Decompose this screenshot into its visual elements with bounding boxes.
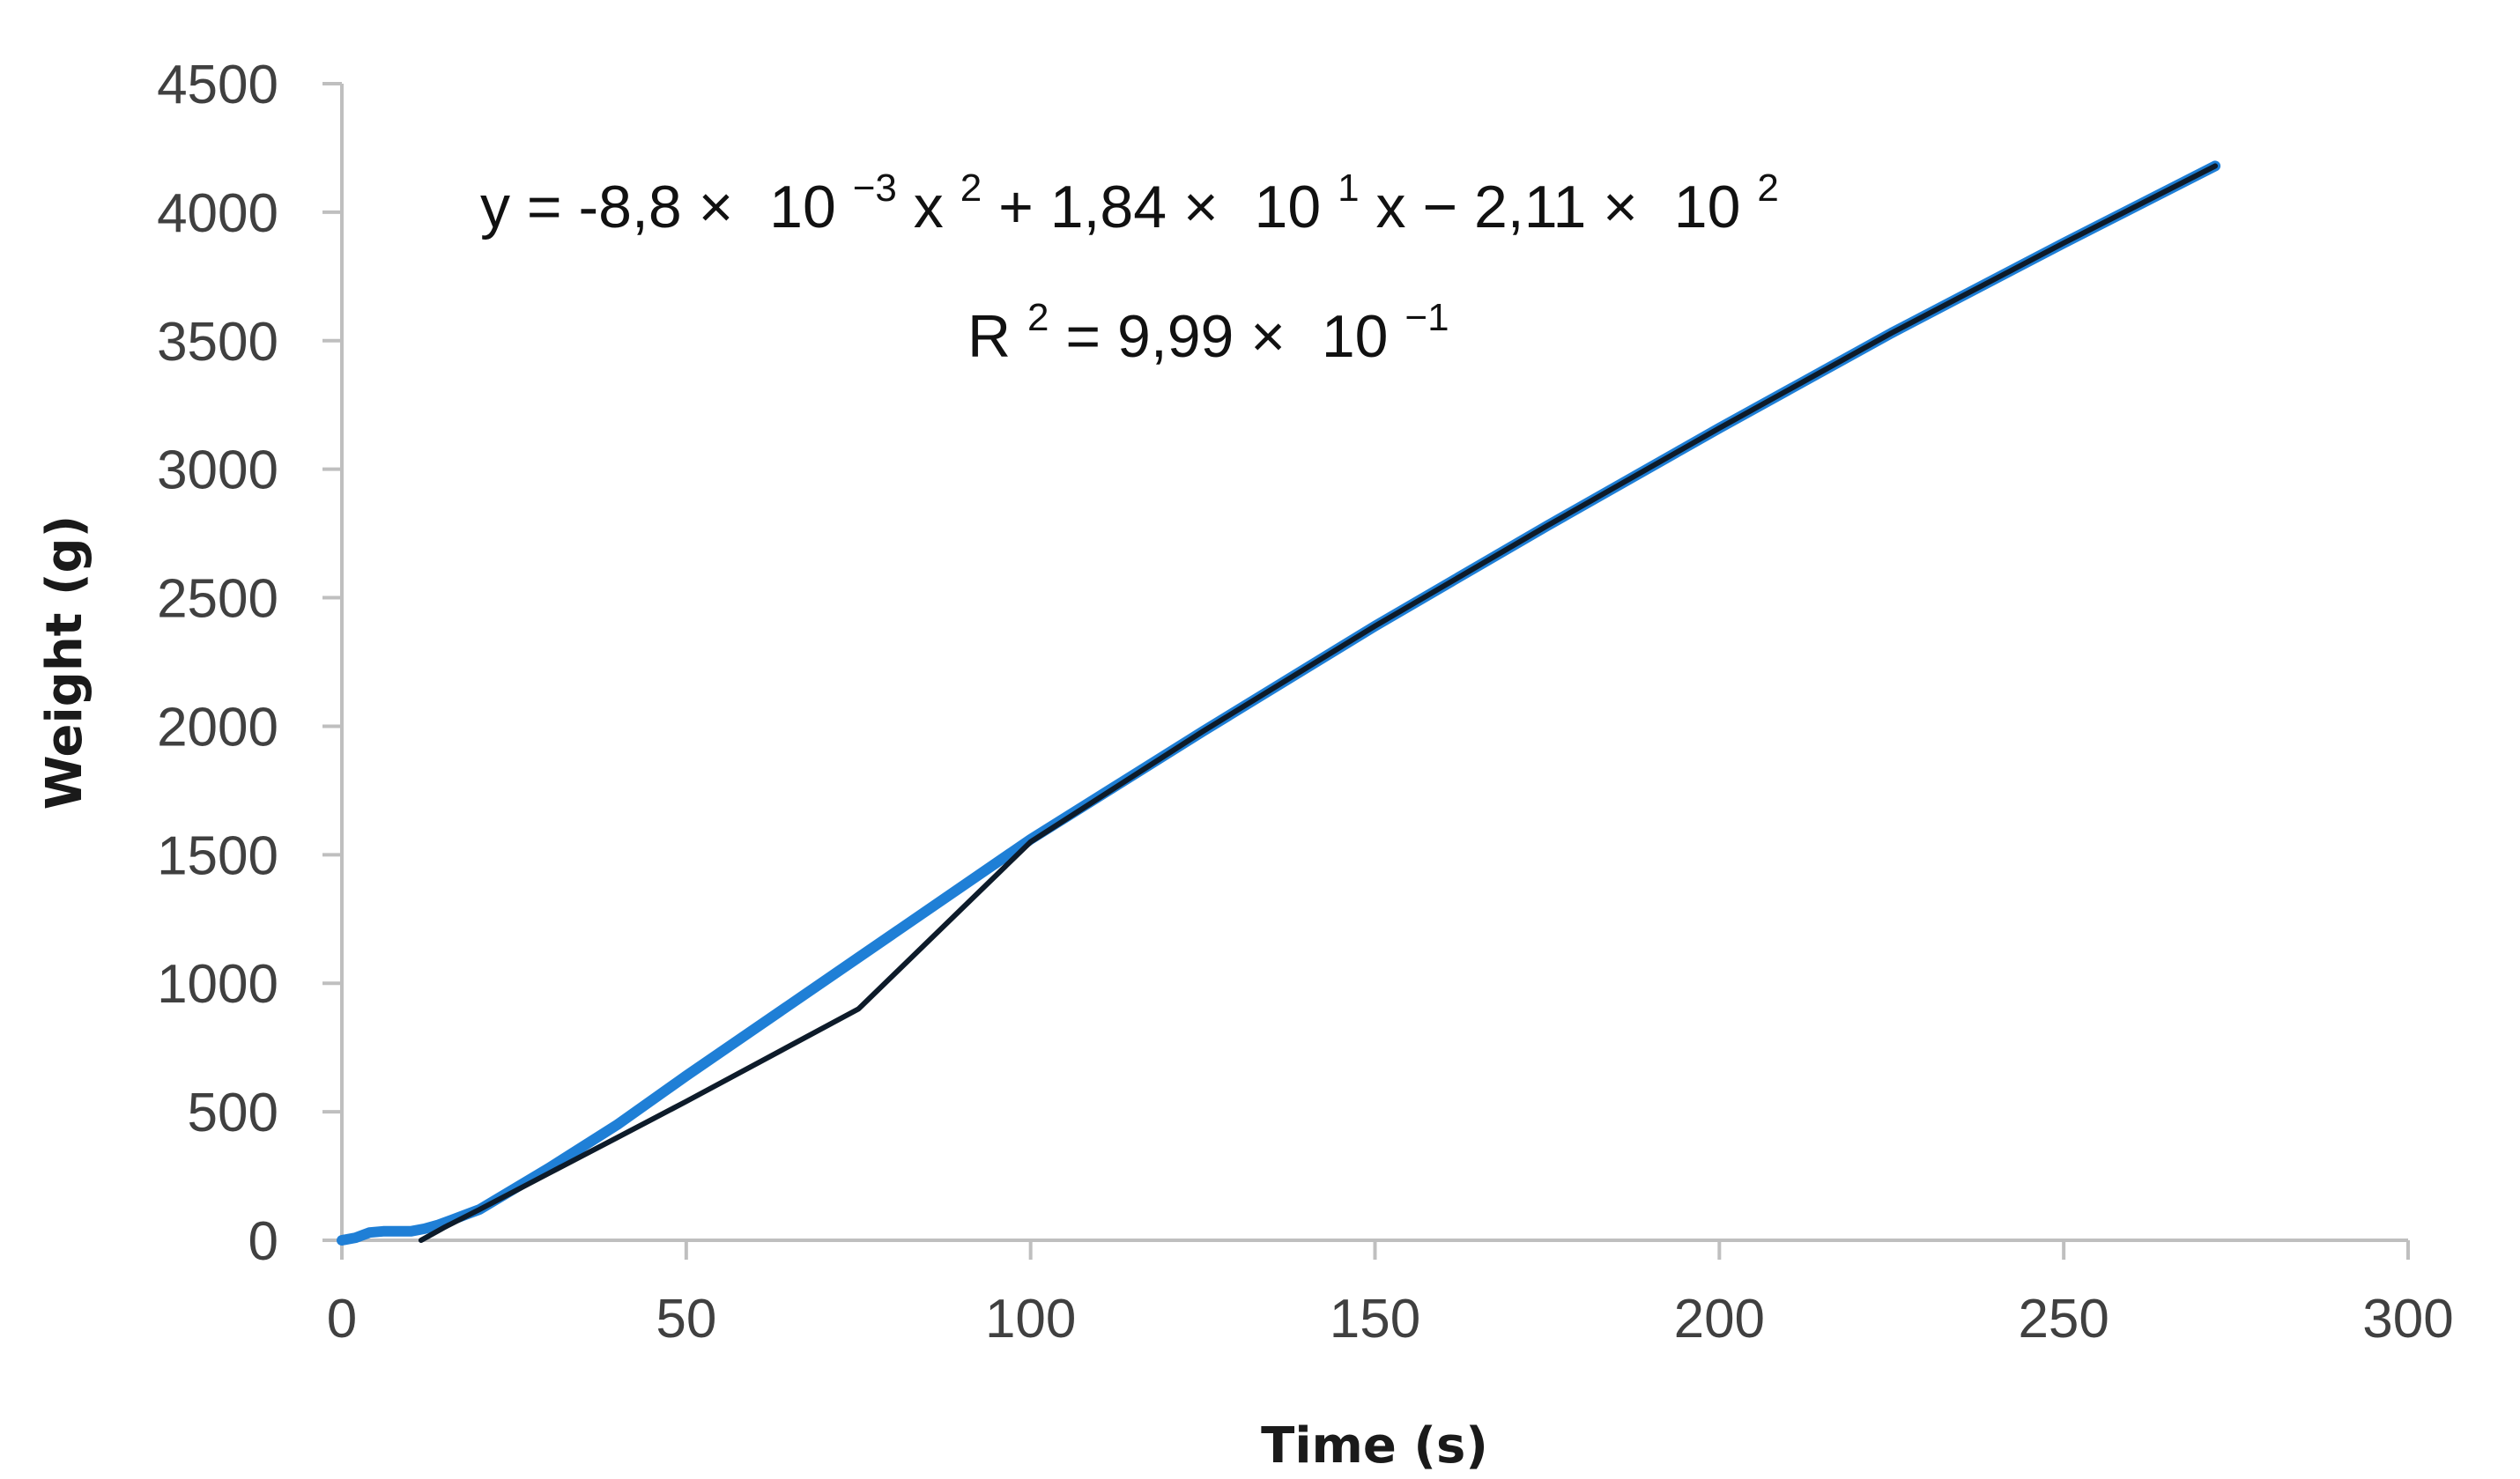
r-squared-part: = 9,99 × [1065,303,1301,370]
trendline-equation: y = -8,8 × 10 −3 x 2 + 1,84 × 10 1 x − 2… [480,147,1779,240]
y-tick-label: 4500 [157,55,278,115]
x-tick-label: 200 [1674,1289,1765,1350]
equation-base: 10 [1674,174,1741,240]
y-tick-label: 1000 [157,954,278,1015]
equation-exponent: 2 [960,166,982,210]
x-tick-label: 50 [656,1289,716,1350]
x-tick-label: 300 [2362,1289,2453,1350]
r-squared-exponent: −1 [1405,296,1449,339]
y-tick-label: 3500 [157,312,278,373]
x-tick-label: 0 [327,1289,357,1350]
y-tick-label: 4000 [157,183,278,244]
polynomial-fit-line [418,163,2219,1243]
x-tick-label: 100 [985,1289,1076,1350]
y-tick-label: 500 [188,1083,278,1143]
equation-base: 10 [769,174,836,240]
y-tick-label: 1500 [157,825,278,886]
y-tick-label: 2500 [157,569,278,630]
y-axis-ticks: 0 500 1000 1500 2000 2500 3000 3500 4000 4500 [157,55,342,1272]
equation-part: + 1,84 × [998,174,1234,240]
y-tick-label: 0 [248,1211,278,1272]
equation-exponent: 1 [1338,166,1359,210]
r-squared-label: R 2 = 9,99 × 10 −1 [967,277,1449,370]
y-tick-label: 3000 [157,440,278,501]
equation-part: x − 2,11 × [1375,174,1654,240]
equation-part: y = -8,8 × [480,174,750,240]
x-axis-title: Time (s) [1261,1417,1488,1475]
x-tick-label: 150 [1330,1289,1420,1350]
x-tick-label: 250 [2018,1289,2109,1350]
equation-exponent: 2 [1757,166,1778,210]
r-squared-exponent: 2 [1027,296,1049,339]
equation-exponent: −3 [853,166,897,210]
y-axis-title: Weight (g) [36,515,93,810]
x-axis-ticks: 0 50 100 150 200 250 300 [327,1240,2454,1350]
r-squared-base: 10 [1322,303,1389,370]
equation-base: 10 [1255,174,1322,240]
equation-part: x [914,174,944,240]
series-layer [337,160,2221,1246]
r-squared-part: R [967,303,1011,370]
y-tick-label: 2000 [157,697,278,758]
